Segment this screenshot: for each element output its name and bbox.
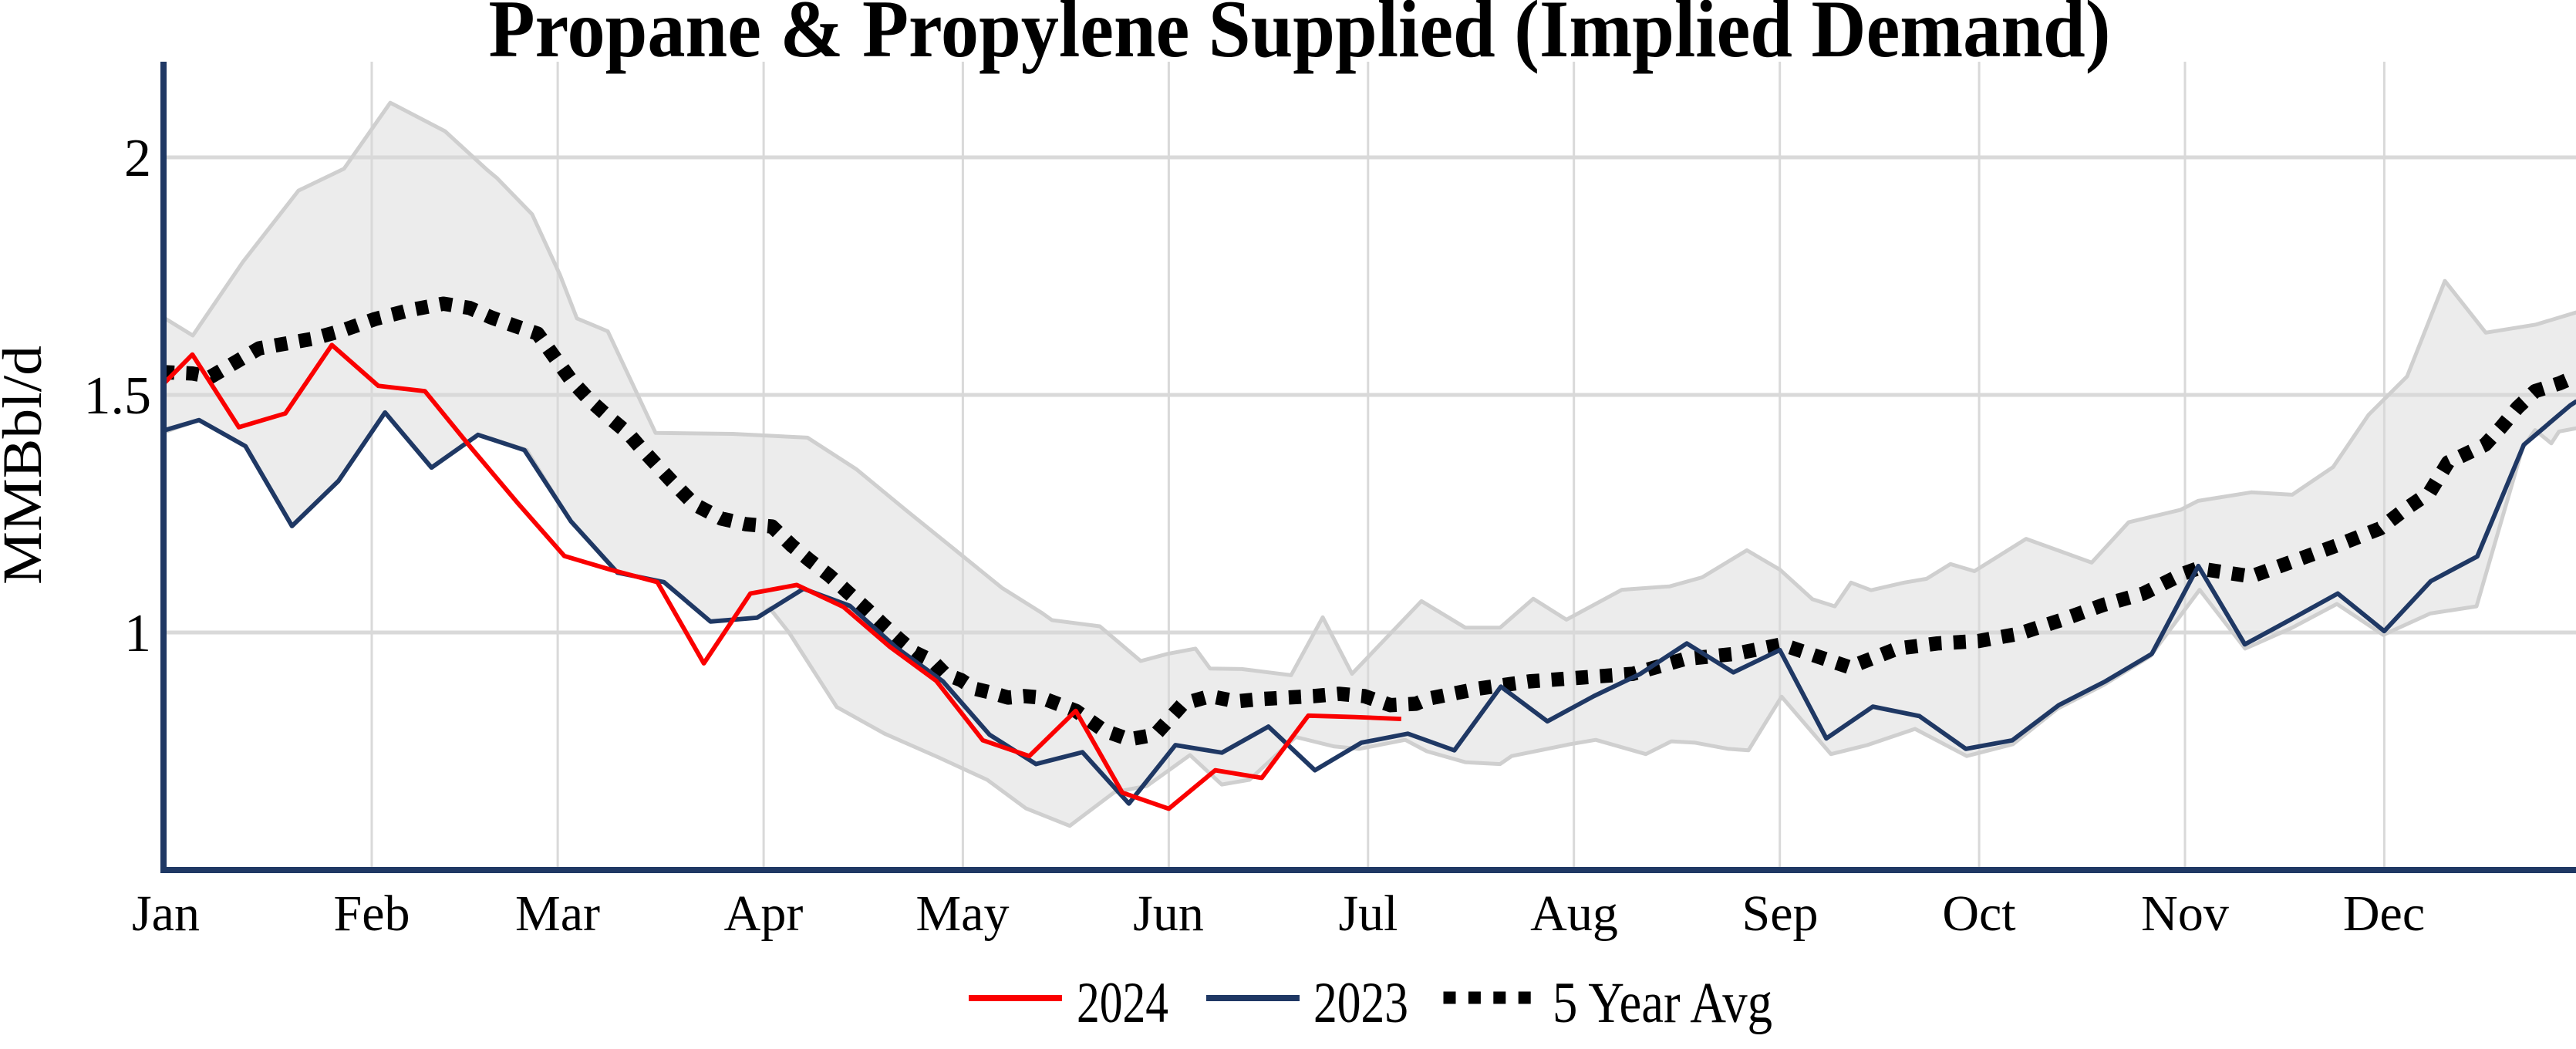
svg-text:Jul: Jul [1338, 885, 1398, 942]
svg-text:1: 1 [124, 604, 151, 663]
svg-text:May: May [916, 885, 1010, 942]
svg-text:MMBbl/d: MMBbl/d [0, 346, 53, 585]
svg-text:5 Year Avg: 5 Year Avg [1553, 971, 1772, 1035]
svg-text:Sep: Sep [1742, 885, 1819, 942]
svg-text:Apr: Apr [724, 885, 804, 942]
svg-text:2: 2 [124, 129, 151, 188]
svg-text:1.5: 1.5 [84, 366, 152, 426]
svg-text:Dec: Dec [2343, 885, 2425, 942]
svg-text:Oct: Oct [1942, 885, 2015, 942]
svg-text:Feb: Feb [334, 885, 410, 942]
svg-text:Jun: Jun [1133, 885, 1204, 942]
svg-text:Aug: Aug [1530, 885, 1618, 942]
svg-text:Propane & Propylene Supplied (: Propane & Propylene Supplied (Implied De… [489, 0, 2111, 74]
svg-text:Mar: Mar [515, 885, 600, 942]
svg-text:2024: 2024 [1077, 971, 1168, 1035]
svg-text:Nov: Nov [2141, 885, 2229, 942]
svg-text:Jan: Jan [132, 885, 200, 942]
svg-text:2023: 2023 [1313, 971, 1408, 1035]
